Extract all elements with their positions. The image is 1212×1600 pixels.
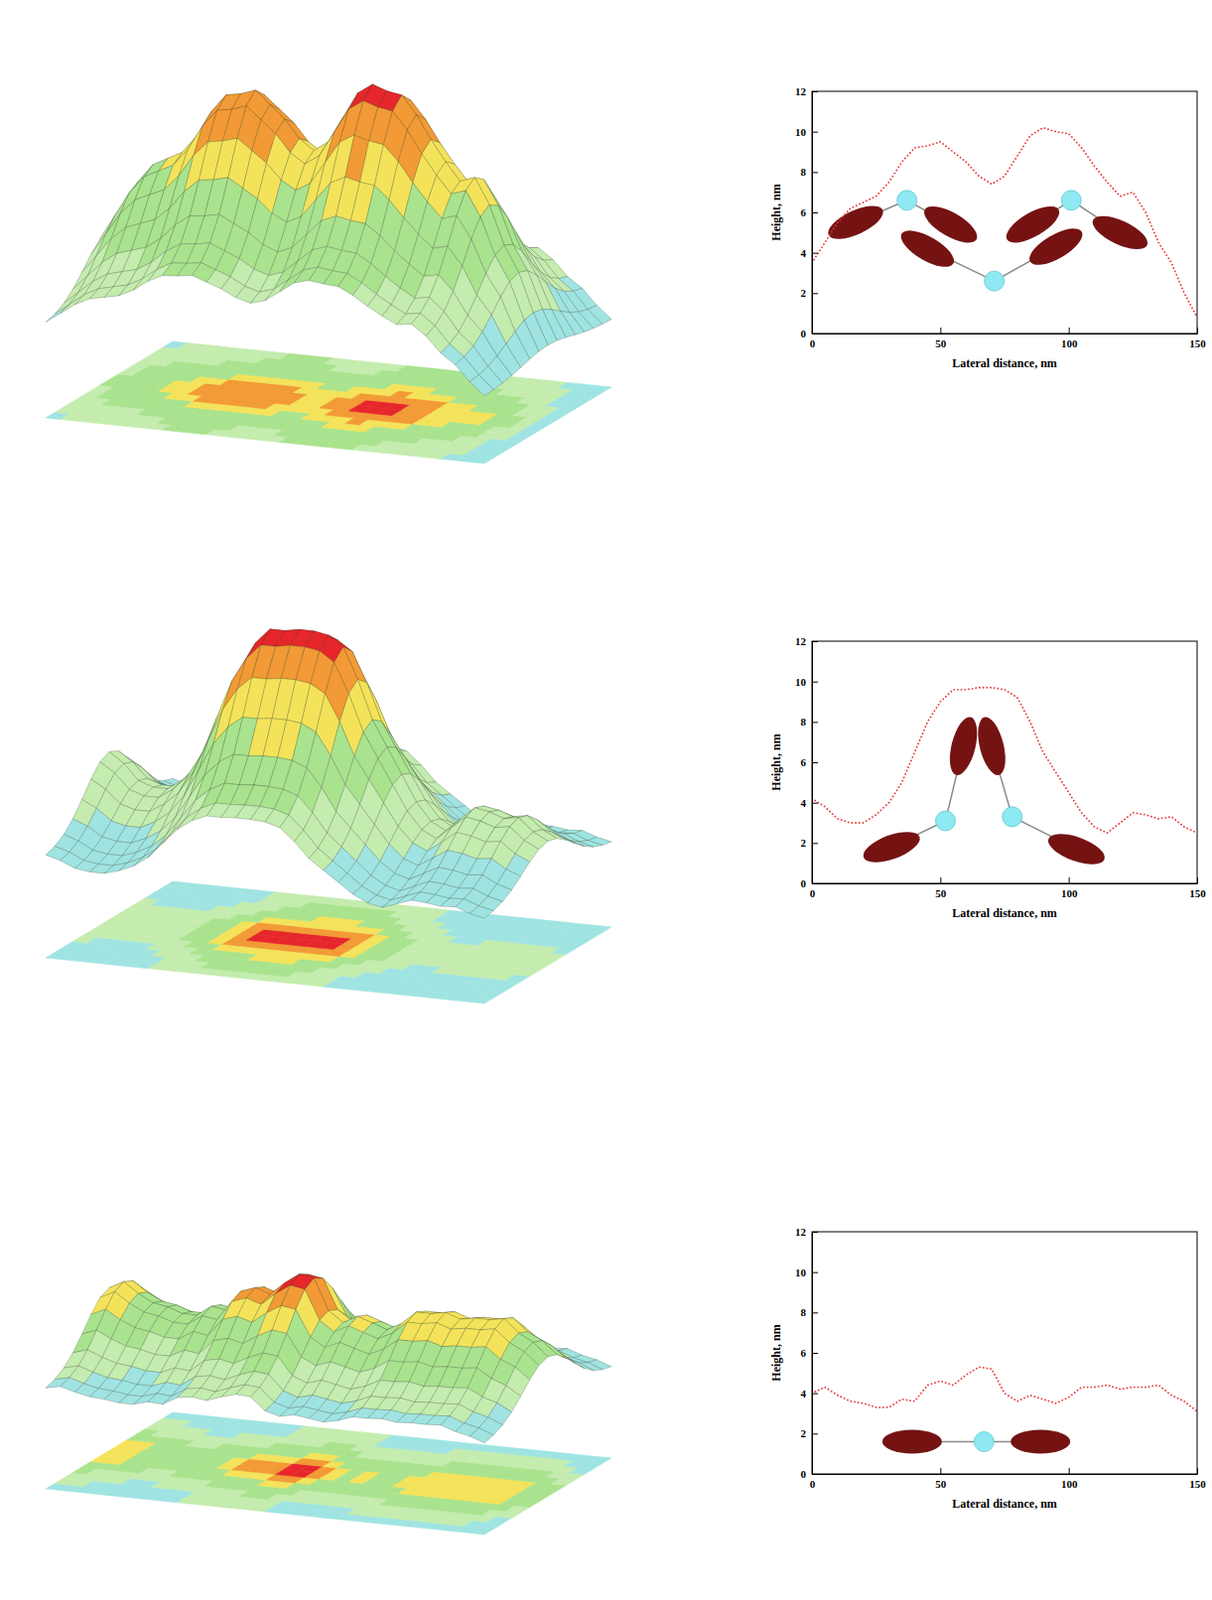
afm-contour-plane: [45, 1412, 612, 1535]
surface-cell: [560, 836, 585, 847]
contour-cell: [587, 385, 612, 393]
surface-cell: [119, 857, 143, 871]
surface-cell: [133, 269, 157, 290]
afm-contour-plane: [45, 881, 612, 1004]
surface-cell: [119, 278, 143, 296]
surface-cell: [569, 840, 594, 848]
surface-cell: [45, 304, 70, 323]
contour-cell: [587, 925, 612, 933]
surface-cell: [133, 847, 157, 866]
surface-cell: [469, 906, 494, 919]
afm-panel: [45, 84, 612, 464]
surface-cell: [265, 279, 289, 301]
surface-cell: [162, 817, 187, 844]
figure: 050100150024681012Lateral distance, nmHe…: [0, 0, 1212, 1600]
surface-cell: [156, 817, 181, 849]
afm-panel: [45, 629, 612, 1004]
surface-cell: [147, 832, 172, 858]
surface-cell: [469, 375, 494, 397]
surface-cell: [60, 294, 85, 314]
afm-panel: [45, 1274, 612, 1535]
afm-surface: [45, 629, 612, 919]
surface-cell: [142, 834, 167, 858]
afm-surface: [45, 84, 612, 397]
